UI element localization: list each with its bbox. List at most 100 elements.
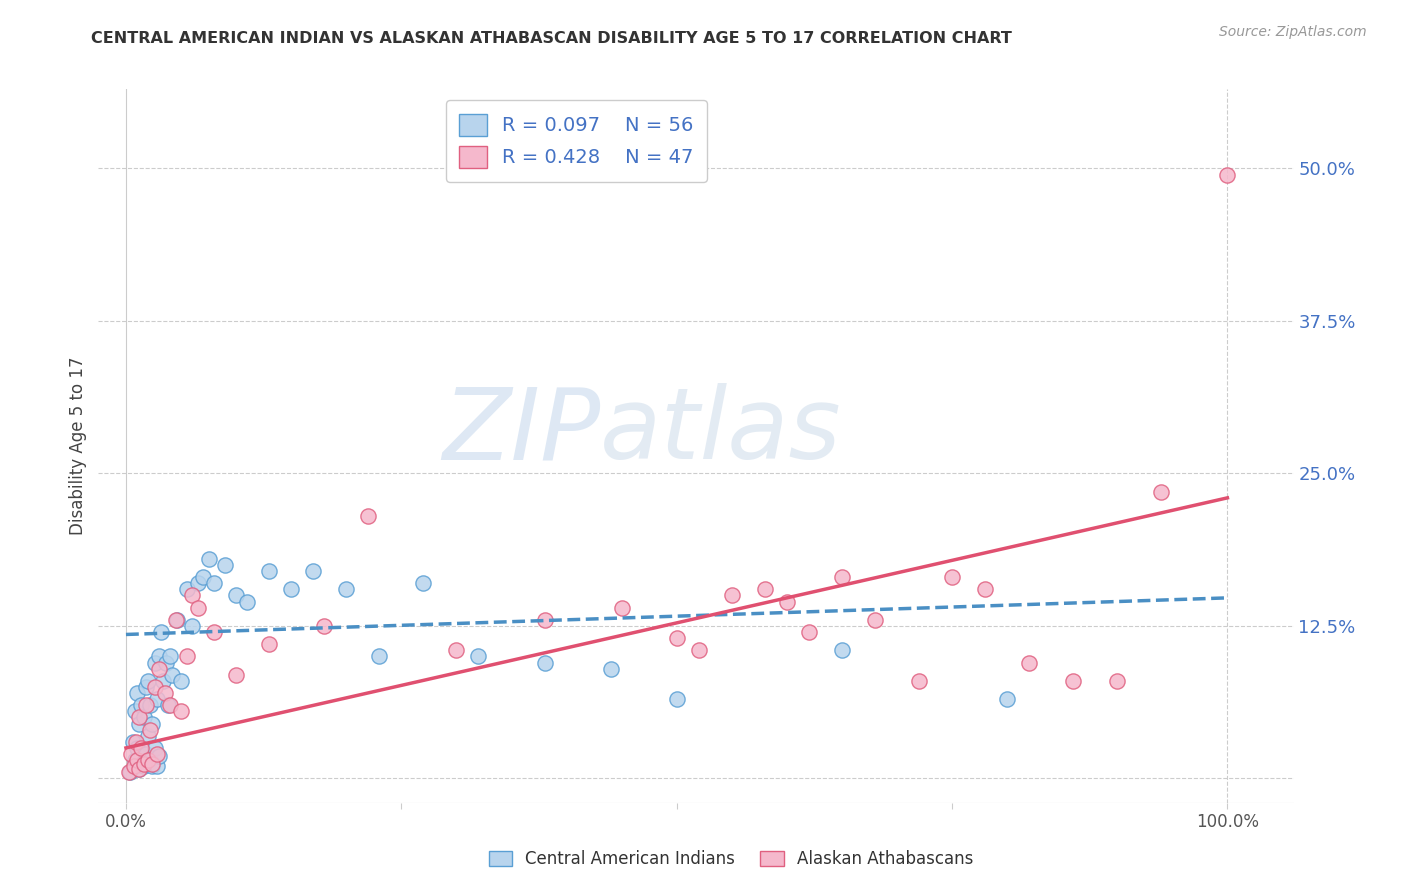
Point [139, 753, 162, 767]
Point [153, 686, 176, 700]
Point [143, 740, 166, 755]
Point [335, 582, 357, 597]
Point [128, 762, 150, 776]
Point [599, 662, 621, 676]
Point [159, 698, 181, 713]
Point [135, 698, 157, 713]
Point [257, 564, 280, 578]
Point [974, 582, 997, 597]
Point [831, 643, 853, 657]
Point [863, 613, 886, 627]
Point [610, 600, 633, 615]
Point [368, 649, 391, 664]
Point [118, 765, 141, 780]
Point [1107, 673, 1129, 688]
Legend: Central American Indians, Alaskan Athabascans: Central American Indians, Alaskan Athaba… [482, 844, 980, 875]
Point [908, 673, 931, 688]
Point [125, 753, 148, 767]
Point [446, 643, 468, 657]
Point [170, 673, 193, 688]
Point [124, 704, 146, 718]
Point [314, 619, 336, 633]
Point [187, 576, 209, 591]
Point [122, 759, 145, 773]
Point [121, 747, 143, 761]
Y-axis label: Disability Age 5 to 17: Disability Age 5 to 17 [69, 357, 87, 535]
Point [143, 656, 166, 670]
Point [132, 759, 155, 773]
Point [146, 692, 169, 706]
Point [146, 759, 169, 773]
Text: CENTRAL AMERICAN INDIAN VS ALASKAN ATHABASCAN DISABILITY AGE 5 TO 17 CORRELATION: CENTRAL AMERICAN INDIAN VS ALASKAN ATHAB… [91, 31, 1012, 46]
Point [150, 625, 173, 640]
Point [165, 613, 187, 627]
Point [412, 576, 434, 591]
Point [225, 667, 247, 681]
Point [139, 698, 162, 713]
Point [143, 680, 166, 694]
Point [181, 589, 204, 603]
Point [170, 704, 193, 718]
Point [797, 625, 820, 640]
Point [141, 716, 163, 731]
Point [141, 756, 163, 771]
Point [125, 735, 148, 749]
Point [131, 698, 153, 713]
Point [135, 680, 157, 694]
Point [136, 729, 159, 743]
Point [120, 765, 142, 780]
Text: atlas: atlas [600, 384, 842, 480]
Point [152, 673, 174, 688]
Point [467, 649, 489, 664]
Point [136, 673, 159, 688]
Point [1150, 484, 1173, 499]
Point [176, 649, 198, 664]
Point [995, 692, 1018, 706]
Point [1018, 656, 1040, 670]
Point [202, 625, 225, 640]
Point [125, 686, 148, 700]
Point [136, 756, 159, 771]
Legend: R = 0.097    N = 56, R = 0.428    N = 47: R = 0.097 N = 56, R = 0.428 N = 47 [446, 100, 707, 182]
Point [176, 582, 198, 597]
Point [128, 762, 150, 776]
Point [187, 600, 209, 615]
Point [146, 747, 169, 761]
Point [1216, 168, 1239, 182]
Point [202, 576, 225, 591]
Point [131, 740, 153, 755]
Point [141, 759, 163, 773]
Point [688, 643, 710, 657]
Point [125, 740, 148, 755]
Text: ZIP: ZIP [441, 384, 600, 480]
Point [181, 619, 204, 633]
Point [302, 564, 325, 578]
Point [132, 756, 155, 771]
Point [160, 667, 183, 681]
Point [665, 692, 688, 706]
Point [131, 749, 153, 764]
Point [132, 710, 155, 724]
Point [128, 710, 150, 724]
Point [776, 594, 799, 608]
Point [533, 656, 555, 670]
Point [128, 716, 150, 731]
Point [357, 509, 380, 524]
Point [941, 570, 963, 584]
Point [148, 749, 170, 764]
Point [236, 594, 259, 608]
Point [166, 613, 188, 627]
Point [156, 698, 179, 713]
Point [665, 631, 688, 645]
Point [148, 649, 170, 664]
Point [191, 570, 214, 584]
Point [214, 558, 236, 572]
Point [720, 589, 742, 603]
Point [1062, 673, 1084, 688]
Point [831, 570, 853, 584]
Point [257, 637, 280, 651]
Point [197, 551, 219, 566]
Point [225, 589, 247, 603]
Point [124, 753, 146, 767]
Point [121, 735, 143, 749]
